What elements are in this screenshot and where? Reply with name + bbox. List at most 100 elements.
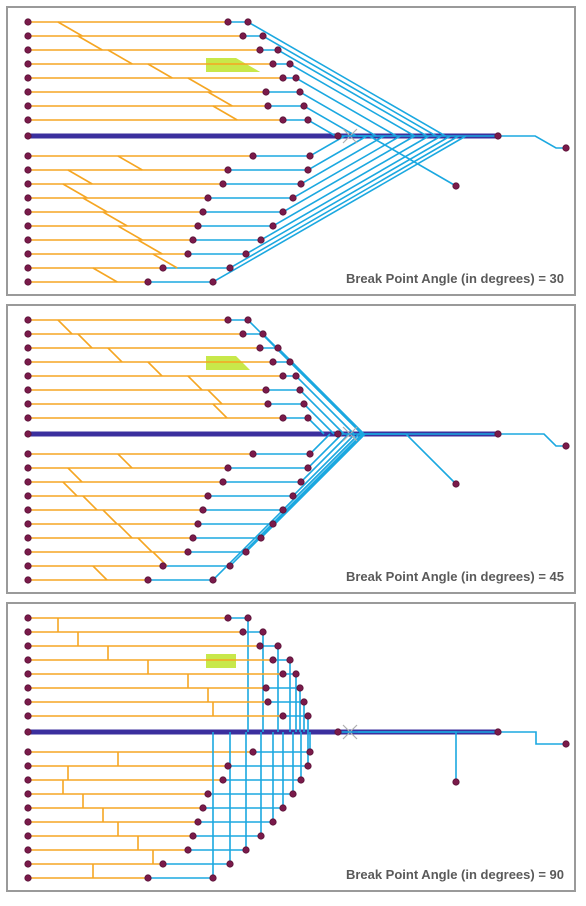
- node-dot: [200, 209, 206, 215]
- node-dot: [258, 237, 264, 243]
- node-dot: [25, 331, 31, 337]
- node-dot: [293, 671, 299, 677]
- node-dot: [200, 507, 206, 513]
- node-dot: [25, 479, 31, 485]
- node-dot: [25, 317, 31, 323]
- feeder-diagonal: [68, 468, 82, 482]
- node-dot: [25, 833, 31, 839]
- feeder-diagonal: [118, 156, 142, 170]
- node-dot: [25, 223, 31, 229]
- branch-line: [223, 732, 301, 780]
- node-dot: [190, 535, 196, 541]
- node-dot: [210, 279, 216, 285]
- node-dot: [227, 861, 233, 867]
- node-dot: [227, 265, 233, 271]
- node-dot: [25, 685, 31, 691]
- diagram-panel: Break Point Angle (in degrees) = 90: [6, 602, 576, 892]
- node-dot: [240, 629, 246, 635]
- feeder-diagonal: [213, 106, 237, 120]
- feeder-diagonal: [118, 226, 142, 240]
- node-dot: [25, 521, 31, 527]
- node-dot: [293, 75, 299, 81]
- node-dot: [563, 443, 569, 449]
- node-dot: [25, 875, 31, 881]
- node-dot: [280, 373, 286, 379]
- node-dot: [240, 331, 246, 337]
- node-dot: [270, 223, 276, 229]
- node-dot: [335, 431, 341, 437]
- diagram-grid: Break Point Angle (in degrees) = 30Break…: [6, 6, 580, 892]
- node-dot: [307, 451, 313, 457]
- node-dot: [25, 465, 31, 471]
- node-dot: [225, 763, 231, 769]
- node-dot: [145, 577, 151, 583]
- node-dot: [225, 465, 231, 471]
- node-dot: [563, 741, 569, 747]
- node-dot: [280, 671, 286, 677]
- feeder-diagonal: [213, 404, 227, 418]
- node-dot: [305, 713, 311, 719]
- node-dot: [265, 699, 271, 705]
- node-dot: [195, 521, 201, 527]
- node-dot: [245, 19, 251, 25]
- branch-line: [203, 732, 283, 808]
- node-dot: [290, 791, 296, 797]
- node-dot: [25, 33, 31, 39]
- node-dot: [160, 265, 166, 271]
- node-dot: [287, 61, 293, 67]
- node-dot: [250, 451, 256, 457]
- node-dot: [25, 549, 31, 555]
- node-dot: [25, 401, 31, 407]
- node-dot: [25, 671, 31, 677]
- feeder-diagonal: [208, 92, 232, 106]
- feeder-diagonal: [78, 334, 92, 348]
- node-dot: [280, 415, 286, 421]
- node-dot: [190, 237, 196, 243]
- node-dot: [563, 145, 569, 151]
- network-diagram: [8, 8, 578, 298]
- node-dot: [25, 699, 31, 705]
- node-dot: [185, 251, 191, 257]
- feeder-diagonal: [83, 198, 107, 212]
- node-dot: [220, 479, 226, 485]
- node-dot: [220, 777, 226, 783]
- node-dot: [287, 359, 293, 365]
- node-dot: [25, 791, 31, 797]
- node-dot: [25, 451, 31, 457]
- node-dot: [260, 331, 266, 337]
- node-dot: [210, 875, 216, 881]
- node-dot: [270, 359, 276, 365]
- node-dot: [25, 19, 31, 25]
- node-dot: [298, 777, 304, 783]
- node-dot: [305, 117, 311, 123]
- feeder-diagonal: [108, 348, 122, 362]
- node-dot: [25, 415, 31, 421]
- highlight-marker: [206, 58, 260, 72]
- node-dot: [205, 195, 211, 201]
- branch-line: [253, 136, 345, 156]
- feeder-diagonal: [188, 376, 202, 390]
- highlight-marker: [206, 654, 236, 668]
- node-dot: [453, 779, 459, 785]
- branch-line: [148, 136, 466, 282]
- node-dot: [160, 861, 166, 867]
- node-dot: [25, 133, 31, 139]
- node-dot: [280, 805, 286, 811]
- node-dot: [263, 685, 269, 691]
- node-dot: [335, 729, 341, 735]
- node-dot: [240, 33, 246, 39]
- branch-line: [203, 136, 415, 212]
- node-dot: [270, 521, 276, 527]
- node-dot: [25, 265, 31, 271]
- highlight-marker: [206, 356, 250, 370]
- node-dot: [195, 819, 201, 825]
- node-dot: [263, 89, 269, 95]
- node-dot: [275, 47, 281, 53]
- node-dot: [25, 507, 31, 513]
- diagram-panel: Break Point Angle (in degrees) = 45: [6, 304, 576, 594]
- node-dot: [25, 643, 31, 649]
- feeder-diagonal: [208, 390, 222, 404]
- branch-line: [208, 732, 293, 794]
- node-dot: [243, 549, 249, 555]
- node-dot: [195, 223, 201, 229]
